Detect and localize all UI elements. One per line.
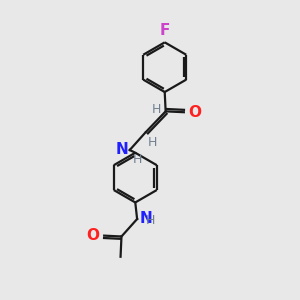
Text: N: N: [116, 142, 129, 157]
Text: H: H: [148, 136, 158, 149]
Text: H: H: [133, 153, 142, 166]
Text: F: F: [160, 23, 170, 38]
Text: N: N: [139, 211, 152, 226]
Text: O: O: [188, 105, 201, 120]
Text: H: H: [152, 103, 162, 116]
Text: O: O: [86, 228, 99, 243]
Text: H: H: [146, 214, 155, 227]
